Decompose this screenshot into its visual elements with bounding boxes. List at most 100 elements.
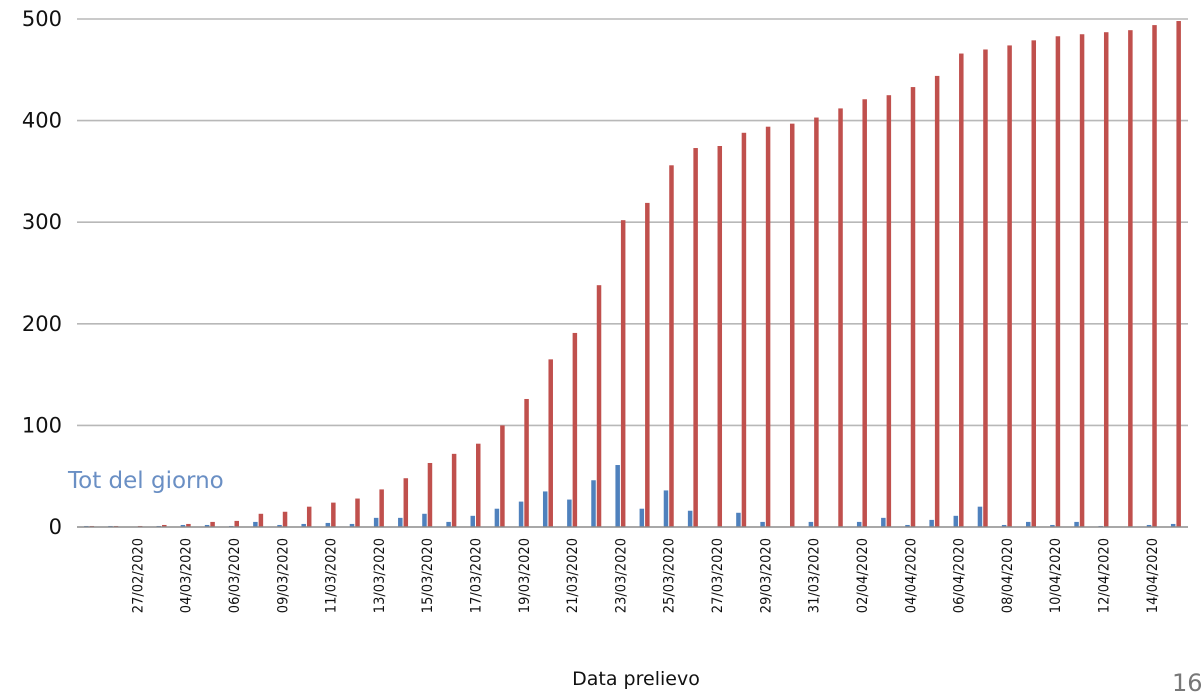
y-tick-label-0: 0 [49, 515, 62, 539]
bar-series1-37 [977, 506, 983, 527]
bar-series2-3 [162, 524, 167, 527]
bar-series2-41 [1079, 34, 1085, 528]
x-tick-label-24: 25/03/2020 [662, 538, 678, 613]
bar-series1-7 [253, 521, 258, 527]
bar-series1-15 [446, 521, 451, 527]
bar-series1-45 [1170, 523, 1176, 527]
bar-series1-10 [325, 522, 331, 527]
bar-series2-43 [1128, 30, 1133, 528]
bar-series2-10 [331, 502, 336, 527]
bar-series1-36 [953, 515, 959, 527]
x-tick-label-32: 02/04/2020 [855, 538, 871, 613]
bar-series2-8 [282, 511, 288, 527]
bar-series1-32 [856, 521, 862, 527]
bar-series1-19 [542, 491, 548, 527]
bar-series1-5 [204, 524, 210, 527]
bar-series2-32 [862, 99, 867, 527]
series-label-tot-del-giorno: Tot del giorno [67, 468, 224, 494]
x-tick-label-44: 14/04/2020 [1145, 538, 1161, 613]
bar-series2-36 [959, 53, 964, 527]
x-tick-label-18: 19/03/2020 [517, 538, 533, 613]
bar-series2-17 [500, 425, 505, 527]
bar-series2-39 [1031, 40, 1037, 528]
bar-series1-4 [180, 524, 186, 527]
x-tick-label-20: 21/03/2020 [565, 538, 581, 613]
x-axis-tick-labels: 27/02/2020 04/03/2020 06/03/2020 09/03/2020… [130, 538, 1160, 613]
bar-series2-33 [886, 95, 892, 527]
bar-series1-11 [349, 523, 355, 527]
bar-series2-28 [765, 126, 771, 527]
bar-series2-22 [620, 220, 626, 528]
y-tick-label-500: 500 [22, 7, 62, 31]
bar-series2-16 [476, 443, 481, 527]
bar-series1-25 [687, 510, 693, 527]
bar-series2-45 [1176, 21, 1181, 528]
bar-series1-39 [1026, 521, 1031, 527]
bar-series1-30 [808, 521, 814, 527]
y-tick-label-400: 400 [22, 109, 62, 133]
bar-series1-44 [1146, 524, 1152, 527]
x-axis-title: Data prelievo [572, 668, 700, 690]
bar-series2-13 [403, 478, 409, 527]
y-tick-label-300: 300 [22, 210, 62, 234]
bar-series2-27 [741, 132, 747, 528]
y-tick-label-100: 100 [22, 413, 62, 437]
gridlines [77, 18, 1188, 427]
bar-series1-40 [1050, 524, 1055, 527]
x-tick-label-22: 23/03/2020 [613, 538, 629, 613]
bar-series1-22 [615, 465, 620, 527]
bar-series2-23 [645, 202, 650, 527]
y-axis-tick-labels: 0 100 200 300 400 500 [22, 7, 62, 539]
bar-series1-28 [760, 521, 765, 527]
bar-series2-29 [789, 123, 795, 528]
bar-series2-42 [1103, 32, 1109, 528]
bar-series2-21 [596, 285, 602, 527]
bar-series2-18 [524, 398, 529, 527]
bar-series1-24 [663, 490, 669, 527]
bar-series2-34 [910, 87, 916, 527]
x-tick-label-26: 27/03/2020 [710, 538, 726, 613]
bar-series1-27 [736, 512, 741, 527]
bar-series1-16 [470, 515, 476, 527]
bar-series2-11 [355, 498, 360, 527]
page-number: 16 [1172, 669, 1201, 696]
x-tick-label-38: 08/04/2020 [1000, 538, 1016, 613]
bar-series2-44 [1152, 25, 1157, 527]
x-tick-label-2: 27/02/2020 [130, 538, 146, 613]
bar-series2-31 [838, 108, 843, 527]
bar-series2-24 [669, 165, 674, 528]
x-tick-label-16: 17/03/2020 [469, 538, 485, 613]
bar-series2-20 [572, 332, 578, 527]
bar-series2-6 [234, 520, 239, 527]
bar-series1-12 [373, 517, 379, 527]
bar-series2-40 [1055, 36, 1061, 528]
bar-series1-18 [518, 501, 524, 527]
bar-series1-41 [1074, 521, 1079, 527]
x-tick-label-42: 12/04/2020 [1096, 538, 1112, 613]
bar-series2-4 [186, 523, 191, 527]
bar-series1-38 [1001, 524, 1007, 527]
x-tick-label-8: 09/03/2020 [275, 538, 291, 613]
bar-series2-19 [548, 359, 553, 527]
bar-series1-33 [881, 517, 886, 527]
x-tick-label-28: 29/03/2020 [758, 538, 774, 613]
bar-series1-9 [301, 523, 306, 527]
bar-series1-14 [422, 513, 427, 527]
x-tick-label-40: 10/04/2020 [1048, 538, 1064, 613]
bar-series1-35 [929, 519, 934, 527]
bar-series1-17 [494, 508, 500, 527]
bar-series1-23 [639, 508, 645, 527]
x-tick-label-12: 13/03/2020 [372, 538, 388, 613]
x-tick-label-30: 31/03/2020 [807, 538, 823, 613]
bar-series2-25 [693, 148, 698, 527]
x-tick-label-4: 04/03/2020 [179, 538, 195, 613]
bar-series1-13 [398, 517, 403, 527]
x-tick-label-6: 06/03/2020 [227, 538, 243, 613]
y-tick-label-200: 200 [22, 312, 62, 336]
bar-series2-30 [814, 117, 819, 528]
bar-series2-35 [934, 75, 940, 528]
bar-series2-5 [210, 521, 215, 527]
bar-series2-26 [717, 146, 723, 527]
bars [84, 21, 1181, 528]
